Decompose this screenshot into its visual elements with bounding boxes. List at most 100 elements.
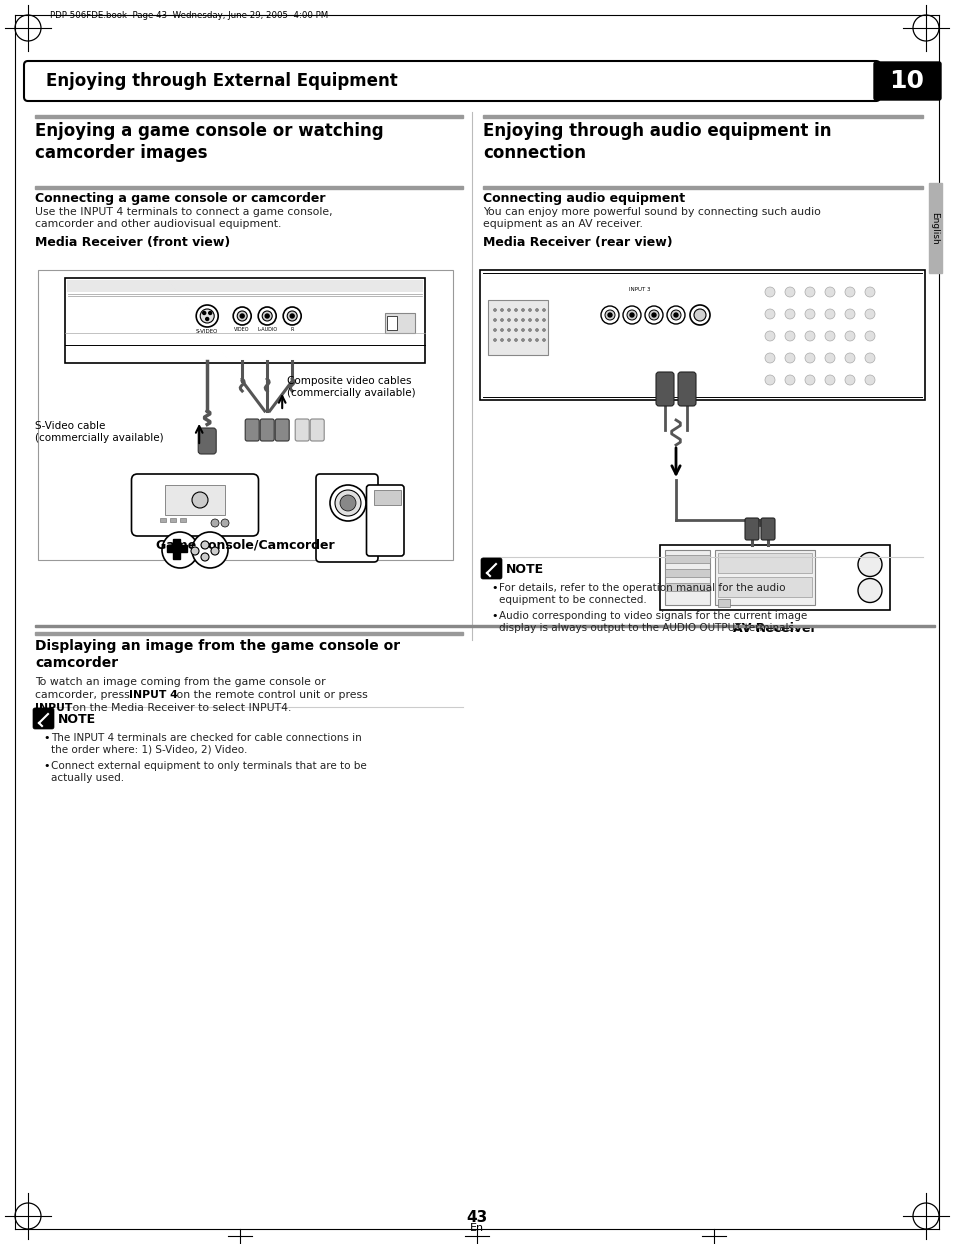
Text: Game console/Camcorder: Game console/Camcorder bbox=[156, 539, 335, 552]
Bar bbox=[482, 187, 923, 189]
Bar bbox=[488, 300, 547, 355]
Bar bbox=[67, 280, 422, 292]
FancyBboxPatch shape bbox=[245, 419, 259, 442]
Text: Connecting a game console or camcorder: Connecting a game console or camcorder bbox=[35, 192, 325, 205]
Bar bbox=[35, 114, 462, 117]
Bar bbox=[172, 539, 180, 559]
Circle shape bbox=[206, 317, 209, 321]
Text: L-AUDIO: L-AUDIO bbox=[257, 327, 277, 332]
Circle shape bbox=[670, 310, 680, 320]
Circle shape bbox=[335, 490, 360, 516]
Bar bbox=[385, 313, 415, 333]
Circle shape bbox=[514, 338, 517, 342]
Bar bbox=[718, 554, 811, 573]
Circle shape bbox=[192, 491, 208, 508]
FancyBboxPatch shape bbox=[310, 419, 324, 442]
Circle shape bbox=[824, 309, 834, 318]
Text: The INPUT 4 terminals are checked for cable connections in: The INPUT 4 terminals are checked for ca… bbox=[51, 733, 361, 743]
Circle shape bbox=[764, 331, 774, 341]
FancyBboxPatch shape bbox=[24, 61, 879, 101]
Text: (commercially available): (commercially available) bbox=[287, 388, 416, 398]
FancyBboxPatch shape bbox=[480, 559, 501, 578]
Circle shape bbox=[804, 309, 814, 318]
Circle shape bbox=[864, 353, 874, 363]
Text: •: • bbox=[43, 761, 50, 771]
Circle shape bbox=[857, 552, 882, 576]
FancyBboxPatch shape bbox=[260, 419, 274, 442]
Text: the order where: 1) S-Video, 2) Video.: the order where: 1) S-Video, 2) Video. bbox=[51, 745, 247, 755]
Circle shape bbox=[626, 310, 637, 320]
Text: •: • bbox=[491, 611, 497, 621]
Text: 10: 10 bbox=[888, 68, 923, 93]
Circle shape bbox=[237, 311, 247, 321]
Text: NOTE: NOTE bbox=[58, 713, 96, 726]
Bar bbox=[479, 270, 924, 401]
Circle shape bbox=[535, 338, 537, 342]
Text: English: English bbox=[929, 211, 939, 244]
Circle shape bbox=[824, 374, 834, 384]
Circle shape bbox=[542, 338, 545, 342]
Circle shape bbox=[600, 306, 618, 323]
Circle shape bbox=[290, 313, 294, 318]
Text: on the remote control unit or press: on the remote control unit or press bbox=[172, 690, 367, 700]
FancyBboxPatch shape bbox=[315, 474, 377, 562]
Text: on the Media Receiver to select INPUT4.: on the Media Receiver to select INPUT4. bbox=[69, 703, 291, 713]
FancyBboxPatch shape bbox=[873, 62, 940, 100]
Circle shape bbox=[784, 374, 794, 384]
Text: VIDEO: VIDEO bbox=[234, 327, 250, 332]
Text: Enjoying through audio equipment in
connection: Enjoying through audio equipment in conn… bbox=[482, 122, 831, 162]
Bar bbox=[35, 624, 934, 627]
Bar bbox=[374, 490, 400, 505]
Bar bbox=[604, 289, 734, 296]
Circle shape bbox=[804, 374, 814, 384]
Text: INPUT 4: INPUT 4 bbox=[129, 690, 177, 700]
Circle shape bbox=[209, 311, 212, 315]
Circle shape bbox=[535, 318, 537, 321]
Bar bbox=[170, 518, 175, 522]
FancyBboxPatch shape bbox=[678, 372, 696, 406]
FancyBboxPatch shape bbox=[294, 419, 309, 442]
Circle shape bbox=[844, 287, 854, 297]
FancyBboxPatch shape bbox=[760, 518, 774, 540]
Circle shape bbox=[521, 318, 524, 321]
Circle shape bbox=[535, 328, 537, 331]
Circle shape bbox=[507, 318, 510, 321]
Circle shape bbox=[804, 353, 814, 363]
Circle shape bbox=[857, 578, 882, 602]
Text: To watch an image coming from the game console or: To watch an image coming from the game c… bbox=[35, 677, 325, 687]
Circle shape bbox=[648, 310, 659, 320]
Circle shape bbox=[528, 318, 531, 321]
Text: Composite video cables: Composite video cables bbox=[287, 376, 412, 386]
Circle shape bbox=[258, 307, 276, 325]
Text: PDP-506FDE.book  Page 43  Wednesday, June 29, 2005  4:00 PM: PDP-506FDE.book Page 43 Wednesday, June … bbox=[50, 11, 328, 20]
Circle shape bbox=[542, 328, 545, 331]
Circle shape bbox=[804, 287, 814, 297]
Circle shape bbox=[666, 306, 684, 323]
Circle shape bbox=[824, 331, 834, 341]
Text: Audio corresponding to video signals for the current image: Audio corresponding to video signals for… bbox=[498, 611, 806, 621]
Circle shape bbox=[693, 309, 705, 321]
Bar bbox=[659, 545, 889, 610]
Text: •: • bbox=[491, 583, 497, 593]
Bar bbox=[664, 569, 709, 577]
Bar bbox=[180, 518, 186, 522]
Circle shape bbox=[844, 374, 854, 384]
Text: S-Video cable: S-Video cable bbox=[35, 420, 105, 430]
Circle shape bbox=[629, 313, 634, 317]
Circle shape bbox=[500, 338, 503, 342]
Circle shape bbox=[240, 313, 244, 318]
Bar bbox=[714, 550, 814, 605]
Circle shape bbox=[528, 309, 531, 311]
Text: Media Receiver (front view): Media Receiver (front view) bbox=[35, 236, 230, 249]
Text: Connecting audio equipment: Connecting audio equipment bbox=[482, 192, 684, 205]
Circle shape bbox=[542, 318, 545, 321]
Text: INPUT: INPUT bbox=[35, 703, 72, 713]
Circle shape bbox=[784, 309, 794, 318]
Circle shape bbox=[493, 309, 496, 311]
Circle shape bbox=[339, 495, 355, 511]
Circle shape bbox=[824, 287, 834, 297]
Circle shape bbox=[493, 328, 496, 331]
Circle shape bbox=[201, 541, 209, 549]
Circle shape bbox=[764, 353, 774, 363]
Bar bbox=[664, 550, 709, 605]
